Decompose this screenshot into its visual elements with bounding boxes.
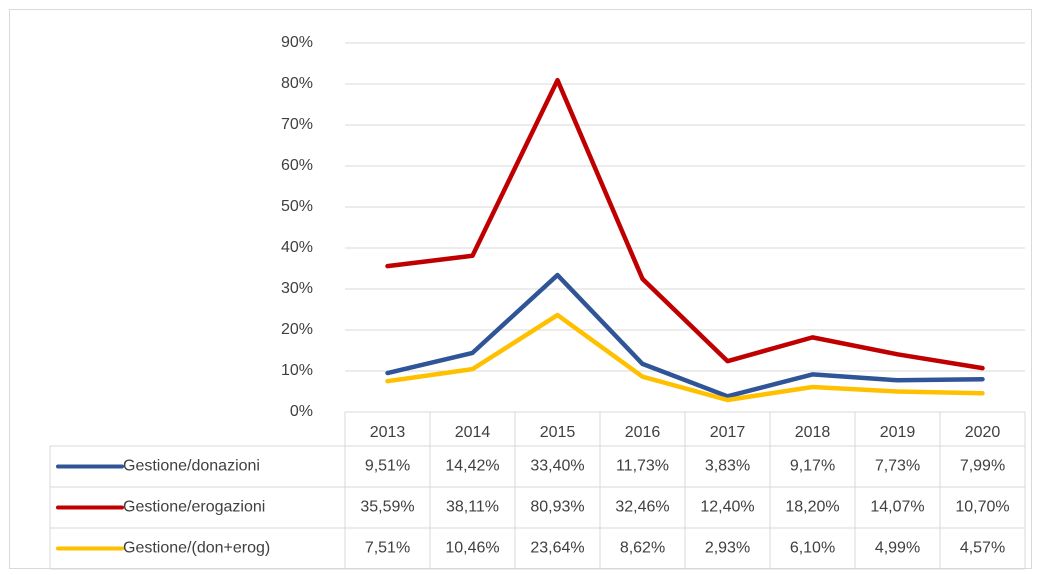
data-label: 80,93% [530, 499, 584, 516]
x-tick-label: 2013 [370, 424, 406, 441]
x-tick-label: 2015 [540, 424, 576, 441]
data-label: 6,10% [790, 540, 835, 557]
data-label: 18,20% [785, 499, 839, 516]
data-label: 14,07% [870, 499, 924, 516]
data-label: 7,51% [365, 540, 410, 557]
data-label: 9,51% [365, 458, 410, 475]
data-label: 7,73% [875, 458, 920, 475]
y-tick-label: 0% [290, 403, 313, 420]
series-line [385, 312, 985, 403]
data-label: 10,46% [445, 540, 499, 557]
x-tick-label: 2019 [880, 424, 916, 441]
x-tick-label: 2014 [455, 424, 491, 441]
series-line [385, 77, 985, 371]
legend-label: Gestione/(don+erog) [123, 540, 270, 557]
x-tick-label: 2016 [625, 424, 661, 441]
legend-label: Gestione/donazioni [123, 458, 260, 475]
x-tick-label: 2020 [965, 424, 1001, 441]
y-tick-label: 70% [281, 116, 313, 133]
data-label: 9,17% [790, 458, 835, 475]
y-tick-label: 30% [281, 280, 313, 297]
data-label: 11,73% [616, 458, 669, 475]
data-label: 4,99% [875, 540, 920, 557]
data-label: 23,64% [530, 540, 584, 557]
y-tick-label: 90% [281, 34, 313, 51]
y-tick-label: 50% [281, 198, 313, 215]
x-tick-label: 2017 [710, 424, 746, 441]
data-label: 35,59% [360, 499, 414, 516]
y-tick-label: 40% [281, 239, 313, 256]
legend-label: Gestione/erogazioni [123, 499, 265, 516]
data-label: 10,70% [955, 499, 1009, 516]
data-label: 7,99% [960, 458, 1005, 475]
y-tick-label: 20% [281, 321, 313, 338]
data-label: 8,62% [620, 540, 665, 557]
y-tick-label: 80% [281, 75, 313, 92]
data-label: 4,57% [960, 540, 1005, 557]
data-label: 12,40% [700, 499, 754, 516]
data-label: 3,83% [705, 458, 750, 475]
data-label: 33,40% [530, 458, 584, 475]
y-tick-label: 10% [281, 362, 313, 379]
x-tick-label: 2018 [795, 424, 831, 441]
data-label: 2,93% [705, 540, 750, 557]
data-label: 38,11% [446, 499, 499, 516]
series-line [385, 272, 985, 399]
y-tick-label: 60% [281, 157, 313, 174]
data-label: 32,46% [615, 499, 669, 516]
data-label: 14,42% [445, 458, 499, 475]
